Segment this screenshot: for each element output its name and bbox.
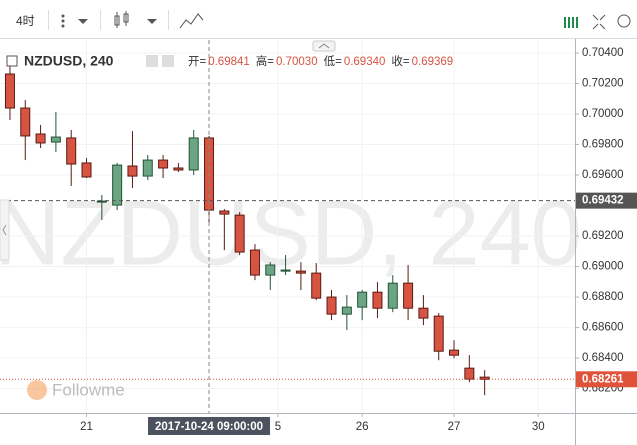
y-tick-label: 0.69600 bbox=[582, 169, 624, 181]
candle-body bbox=[449, 349, 460, 356]
crosshair-label: 2017-10-24 09:00:00 bbox=[155, 421, 263, 433]
candle-body bbox=[464, 367, 475, 380]
x-tick-label: 5 bbox=[275, 421, 281, 433]
candle-body bbox=[479, 376, 490, 380]
candle-body bbox=[295, 270, 306, 274]
indicator-icon[interactable] bbox=[179, 13, 204, 29]
y-tick-label: 0.69800 bbox=[582, 139, 624, 151]
settings-button[interactable] bbox=[146, 55, 158, 67]
screenshot-icon[interactable] bbox=[617, 14, 631, 28]
candle-body bbox=[341, 306, 352, 315]
candle-body bbox=[66, 137, 77, 165]
candle-body bbox=[112, 164, 123, 206]
candle-body bbox=[158, 159, 169, 169]
brand-logo bbox=[27, 380, 47, 400]
candle-body bbox=[265, 264, 276, 276]
symbol-title: NZDUSD, 240 bbox=[24, 53, 114, 69]
ohlc-label: 高= bbox=[256, 54, 274, 68]
y-tick-label: 0.68600 bbox=[582, 322, 624, 334]
layout-icon[interactable] bbox=[564, 17, 578, 28]
candle-body bbox=[50, 136, 61, 143]
candle-body bbox=[81, 162, 92, 178]
legend-marker bbox=[6, 55, 18, 67]
candle-body bbox=[173, 167, 184, 171]
toolbar: 4时 bbox=[0, 10, 637, 39]
dropdown-arrow[interactable] bbox=[147, 19, 157, 24]
candle-body bbox=[142, 159, 153, 177]
candle-body bbox=[249, 249, 260, 276]
price-label: 0.68261 bbox=[582, 373, 624, 385]
candle-body bbox=[219, 210, 230, 215]
x-tick-label: 26 bbox=[356, 421, 369, 433]
interval-button[interactable]: 4时 bbox=[16, 14, 35, 28]
candle-body bbox=[20, 107, 31, 137]
fullscreen-icon[interactable] bbox=[592, 14, 606, 30]
candle-body bbox=[433, 315, 444, 352]
candle-body bbox=[418, 307, 429, 319]
y-tick-label: 0.70200 bbox=[582, 78, 624, 90]
ohlc-label: 低= bbox=[324, 55, 342, 68]
y-tick-label: 0.68400 bbox=[582, 352, 624, 364]
candle-body bbox=[96, 200, 107, 203]
ohlc-value: 0.69369 bbox=[412, 56, 454, 68]
crosshair-label-bg bbox=[148, 417, 271, 435]
candle-body bbox=[4, 73, 15, 109]
ohlc-value: 0.70030 bbox=[276, 56, 318, 68]
candle-body bbox=[372, 291, 383, 309]
ohlc-value: 0.69340 bbox=[344, 56, 386, 68]
candle-body bbox=[403, 282, 414, 309]
menu-icon[interactable] bbox=[61, 14, 65, 28]
brand-name: Followme bbox=[52, 380, 125, 399]
candle-body bbox=[357, 291, 368, 308]
candle-body bbox=[127, 165, 138, 177]
plot-area: NZDUSD, 240 Followme bbox=[0, 40, 582, 413]
y-tick-label: 0.68800 bbox=[582, 291, 624, 303]
x-tick-label: 30 bbox=[532, 421, 545, 433]
ohlc-label: 开= bbox=[188, 56, 206, 68]
refresh-button[interactable] bbox=[162, 55, 174, 67]
y-tick-label: 0.69200 bbox=[582, 230, 624, 242]
y-tick-label: 0.70400 bbox=[582, 47, 624, 59]
collapse-button[interactable] bbox=[312, 40, 336, 52]
x-tick-label: 21 bbox=[80, 421, 93, 433]
candle-body bbox=[188, 137, 199, 171]
price-label-bg bbox=[576, 371, 637, 388]
price-label-bg bbox=[576, 192, 637, 209]
y-tick-label: 0.69000 bbox=[582, 261, 624, 273]
ohlc-legend: 开= 0.69841 高= 0.70030 低= 0.69340 收= 0.69369 bbox=[188, 54, 453, 68]
candle-type-icon[interactable] bbox=[114, 11, 129, 28]
collapse-arrow bbox=[318, 43, 330, 49]
ohlc-value: 0.69841 bbox=[208, 56, 250, 68]
side-handle[interactable] bbox=[0, 199, 10, 261]
candle-body bbox=[280, 269, 291, 272]
candle-body bbox=[326, 296, 337, 315]
candle-body bbox=[387, 282, 398, 309]
dropdown-arrow[interactable] bbox=[78, 19, 88, 24]
candle-body bbox=[234, 214, 245, 253]
candle-body bbox=[311, 272, 322, 299]
y-tick-label: 0.70000 bbox=[582, 108, 624, 120]
watermark: NZDUSD, 240 bbox=[0, 182, 582, 284]
price-label: 0.69432 bbox=[582, 195, 624, 207]
side-arrow bbox=[2, 224, 7, 236]
ohlc-label: 收= bbox=[391, 54, 409, 68]
x-tick-label: 27 bbox=[448, 421, 461, 433]
candle-body bbox=[35, 133, 46, 144]
